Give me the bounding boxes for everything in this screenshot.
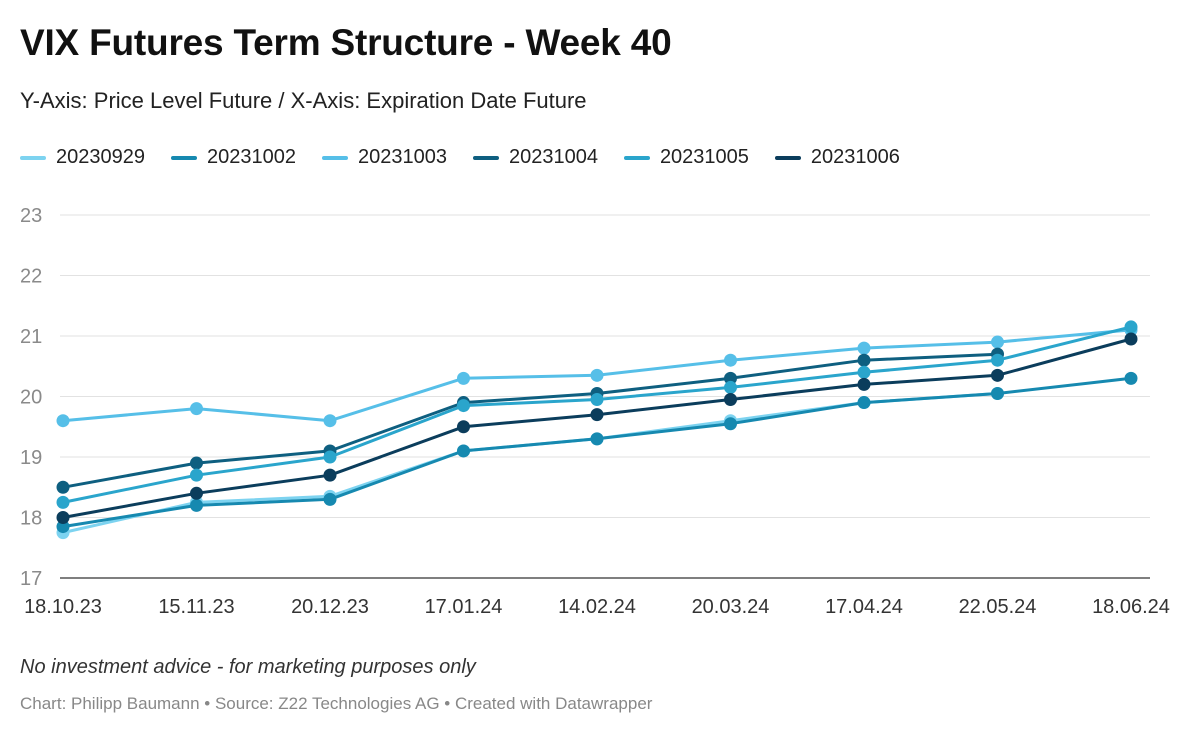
data-point — [190, 498, 203, 512]
data-point — [724, 417, 737, 431]
y-tick-label: 18 — [20, 508, 42, 530]
data-point — [590, 408, 604, 422]
x-tick-label: 18.10.23 — [24, 596, 102, 618]
data-point — [857, 341, 871, 355]
data-point — [56, 520, 70, 534]
chart-legend: 20230929 20231002 20231003 20231004 20231005… — [20, 146, 900, 169]
legend-label: 20231004 — [508, 146, 598, 168]
series-20231002 — [56, 371, 1138, 534]
legend-swatch — [321, 155, 348, 160]
series-line — [61, 352, 999, 489]
chart-title: VIX Futures Term Structure - Week 40 — [20, 22, 672, 63]
data-point — [323, 492, 337, 506]
data-point — [590, 393, 604, 407]
legend-item: 20231004 — [472, 146, 598, 169]
legend-label: 20231006 — [810, 146, 900, 168]
data-point — [56, 511, 70, 524]
data-point — [323, 468, 337, 482]
data-point — [56, 414, 70, 428]
y-tick-label: 20 — [20, 387, 42, 409]
legend-label: 20231003 — [357, 146, 447, 168]
data-point — [991, 335, 1004, 349]
legend-item: 20230929 — [20, 146, 145, 169]
legend-item: 20231002 — [170, 146, 296, 169]
data-point — [1124, 320, 1138, 334]
x-tick-label: 18.06.24 — [1092, 596, 1170, 618]
y-tick-label: 17 — [20, 568, 42, 590]
legend-item: 20231003 — [321, 146, 447, 169]
y-tick-label: 22 — [20, 266, 42, 288]
data-point — [991, 353, 1004, 367]
series-line — [61, 337, 1133, 519]
series-20231005 — [56, 320, 1138, 509]
x-tick-label: 22.05.24 — [959, 596, 1037, 618]
data-point — [991, 386, 1004, 400]
data-point — [724, 371, 737, 385]
data-point — [457, 444, 470, 458]
data-point — [857, 353, 871, 367]
data-point — [724, 393, 737, 407]
legend-label: 20231005 — [659, 146, 749, 168]
legend-swatch — [170, 155, 197, 160]
x-tick-label: 20.03.24 — [692, 596, 770, 618]
data-point — [56, 495, 70, 509]
data-point — [190, 468, 203, 482]
data-point — [857, 377, 871, 391]
chart-subtitle: Y-Axis: Price Level Future / X-Axis: Exp… — [20, 88, 587, 113]
data-point — [590, 368, 604, 382]
data-point — [590, 432, 604, 446]
data-point — [857, 365, 871, 379]
x-tick-label: 17.04.24 — [825, 596, 903, 618]
x-tick-label: 20.12.23 — [291, 596, 369, 618]
y-tick-label: 21 — [20, 326, 42, 348]
line-chart: 17 18 19 20 21 22 23 18.10.23 15.11.23 20.12.23 17… — [20, 205, 1170, 618]
data-point — [56, 480, 70, 494]
x-tick-label: 17.01.24 — [425, 596, 503, 618]
data-point — [991, 368, 1004, 382]
series-20231006 — [56, 332, 1138, 524]
data-point — [190, 402, 203, 416]
data-point — [724, 380, 737, 394]
chart-credit: Chart: Philipp Baumann • Source: Z22 Tec… — [20, 694, 653, 713]
y-tick-label: 23 — [20, 205, 42, 227]
legend-swatch — [20, 155, 46, 160]
x-tick-label: 15.11.23 — [158, 596, 234, 618]
y-tick-label: 19 — [20, 447, 42, 469]
data-point — [1124, 332, 1138, 346]
legend-item: 20231005 — [623, 146, 749, 169]
legend-label: 20230929 — [56, 146, 145, 168]
x-tick-label: 14.02.24 — [558, 596, 636, 618]
data-point — [457, 371, 470, 385]
legend-swatch — [623, 155, 650, 160]
disclaimer-note: No investment advice - for marketing pur… — [20, 656, 476, 678]
data-point — [190, 486, 203, 500]
data-point — [1124, 371, 1138, 385]
data-point — [190, 456, 203, 470]
data-point — [457, 399, 470, 413]
data-point — [724, 353, 737, 367]
legend-swatch — [472, 155, 499, 160]
legend-label: 20231002 — [206, 146, 296, 168]
data-point — [457, 420, 470, 434]
legend-item: 20231006 — [774, 146, 900, 169]
data-point — [857, 396, 871, 410]
data-point — [323, 450, 337, 464]
legend-swatch — [774, 155, 801, 160]
data-point — [323, 414, 337, 428]
